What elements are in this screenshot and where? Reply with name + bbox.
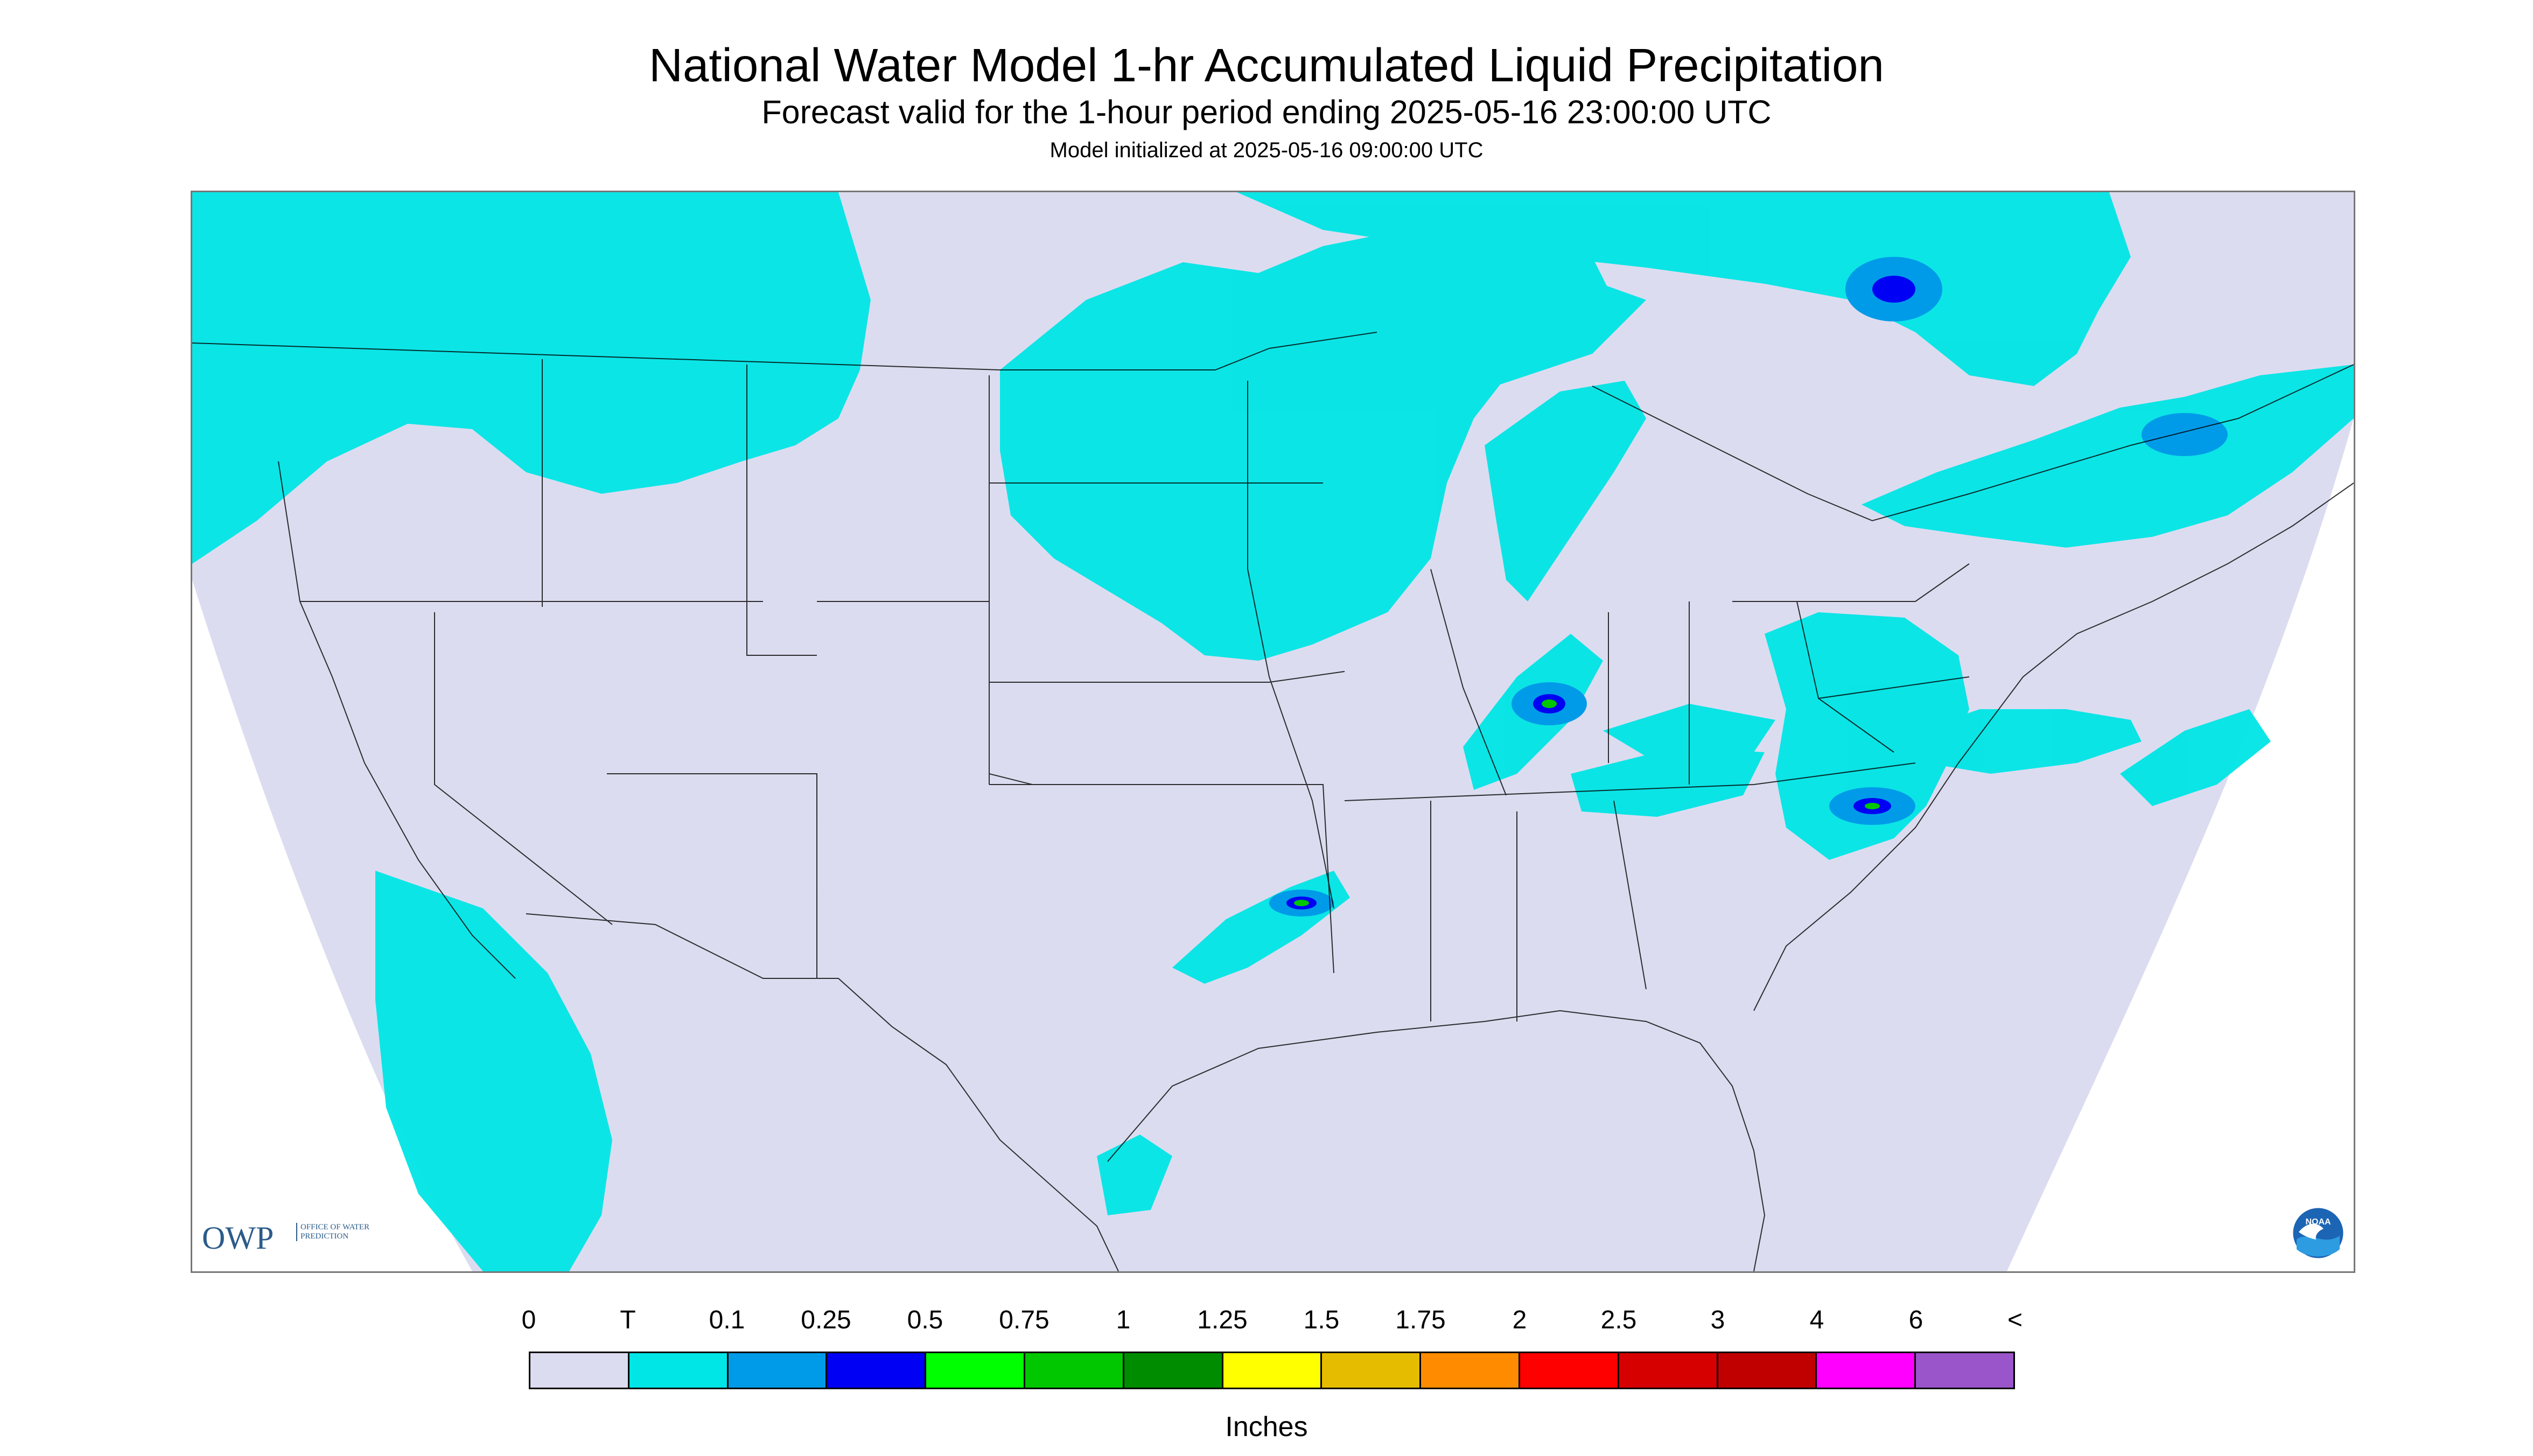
legend-tick-label: < (2007, 1306, 2023, 1334)
canada-us-border (192, 332, 2354, 522)
precip-heavy-oklahoma (1294, 900, 1309, 906)
legend-tick-label: 6 (1908, 1306, 1923, 1334)
precip-trace-areas (192, 192, 2354, 1271)
map-title: National Water Model 1-hr Accumulated Li… (649, 39, 1884, 92)
legend-tick-label: 0.5 (907, 1306, 943, 1334)
precip-area-michigan (1485, 381, 1646, 601)
legend-tick-label: 0.75 (999, 1306, 1049, 1334)
noaa-logo-text: NOAA (2305, 1217, 2331, 1227)
legend-tick-label: 0.25 (801, 1306, 851, 1334)
legend-swatch (629, 1353, 729, 1388)
precip-area-mid-atlantic (1765, 612, 1969, 860)
legend-tick-label: 1.25 (1197, 1306, 1248, 1334)
legend-swatch (728, 1353, 828, 1388)
precip-cell-new-england (2142, 413, 2228, 456)
legend-swatch (1322, 1353, 1422, 1388)
legend-units: Inches (1225, 1411, 1308, 1443)
precip-color-legend (529, 1352, 2015, 1389)
legend-swatch (1916, 1353, 2013, 1388)
precip-area-atlantic-coast (1915, 709, 2142, 774)
us-mexico-border (526, 913, 1119, 1271)
legend-tick-label: 1.75 (1395, 1306, 1446, 1334)
legend-swatch (1817, 1353, 1916, 1388)
legend-swatch (1025, 1353, 1124, 1388)
gulf-coastline (1107, 1010, 1766, 1271)
precip-area-northeast (1862, 365, 2354, 548)
state-line-west-1 (300, 601, 817, 978)
legend-tick-label: 3 (1710, 1306, 1725, 1334)
legend-tick-label: 2 (1512, 1306, 1527, 1334)
precipitation-map (192, 192, 2354, 1271)
legend-swatch (926, 1353, 1025, 1388)
legend-swatch (827, 1353, 927, 1388)
noaa-logo: NOAA (2291, 1206, 2345, 1260)
legend-swatch (1421, 1353, 1520, 1388)
legend-swatch (530, 1353, 629, 1388)
legend-tick-label: 1.5 (1303, 1306, 1340, 1334)
precip-area-quebec (1237, 192, 2131, 386)
model-init-time: Model initialized at 2025-05-16 09:00:00… (1049, 138, 1484, 162)
precip-area-lake-superior (1388, 273, 1646, 386)
map-panel: OWP OFFICE OF WATER PREDICTION NOAA (191, 191, 2355, 1273)
legend-swatch (1718, 1353, 1817, 1388)
owp-logo-abbrev: OWP (202, 1220, 274, 1256)
legend-tick-label: T (620, 1306, 636, 1334)
owp-logo: OWP OFFICE OF WATER PREDICTION (202, 1216, 374, 1259)
legend-swatch (1124, 1353, 1223, 1388)
legend-swatch (1619, 1353, 1718, 1388)
owp-logo-fullname: OFFICE OF WATER PREDICTION (296, 1223, 376, 1241)
precip-heavy-virginia (1865, 803, 1880, 809)
precip-area-atlantic-offshore (2120, 709, 2271, 806)
state-line-east (1732, 563, 1970, 753)
precip-core-quebec (1872, 276, 1915, 303)
state-line-plains (989, 375, 1345, 974)
state-line-midwest (1247, 381, 1690, 909)
precip-area-kentucky-band (1571, 747, 1765, 817)
precip-area-california-coast (375, 871, 612, 1271)
legend-tick-label: 1 (1116, 1306, 1131, 1334)
legend-tick-label: 0 (521, 1306, 536, 1334)
legend-tick-label: 2.5 (1600, 1306, 1637, 1334)
precip-heavy-areas (1294, 699, 1880, 906)
precip-area-mexico (1097, 1135, 1172, 1215)
precip-area-pacific-northwest (192, 192, 871, 564)
map-subtitle: Forecast valid for the 1-hour period end… (761, 94, 1772, 130)
state-line-south (1344, 762, 1916, 1021)
precip-heavy-illinois (1542, 699, 1557, 708)
legend-tick-label: 0.1 (709, 1306, 745, 1334)
atlantic-coastline (1753, 482, 2354, 1011)
legend-swatch (1223, 1353, 1323, 1388)
state-borders (192, 332, 2354, 1271)
legend-swatch (1520, 1353, 1619, 1388)
legend-tick-label: 4 (1809, 1306, 1824, 1334)
